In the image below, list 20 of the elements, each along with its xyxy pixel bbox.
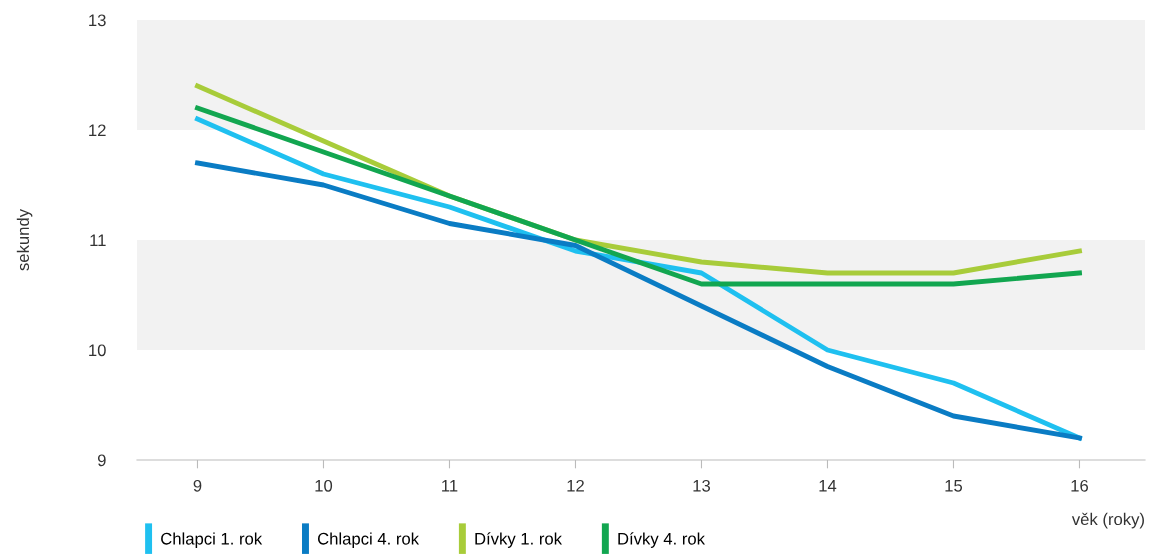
x-tick-label: 10 — [315, 479, 333, 492]
x-tick-label: 13 — [693, 479, 711, 492]
x-tick-label: 14 — [819, 480, 837, 492]
legend-label: Chlapci 4. rok — [317, 532, 420, 548]
y-tick-label: 12 — [89, 124, 106, 137]
line-series — [195, 105, 1082, 287]
y-axis-title: sekundy — [16, 208, 33, 271]
x-tick-label: 11 — [442, 480, 458, 492]
y-tick-label: 10 — [89, 344, 106, 357]
y-tick-label: 13 — [89, 14, 106, 27]
x-tick-label: 9 — [193, 479, 202, 492]
x-tick-label: 16 — [1071, 479, 1089, 492]
x-tick-label: 12 — [567, 479, 584, 492]
x-axis-title: věk (roky) — [1071, 512, 1144, 529]
x-tick-label: 15 — [945, 480, 963, 492]
y-tick-label: 11 — [90, 234, 106, 247]
y-tick-label: 9 — [97, 454, 106, 467]
legend-label: Dívky 1. rok — [475, 532, 563, 548]
legend-label: Chlapci 1. rok — [161, 532, 263, 548]
legend-label: Dívky 4. rok — [618, 532, 706, 548]
